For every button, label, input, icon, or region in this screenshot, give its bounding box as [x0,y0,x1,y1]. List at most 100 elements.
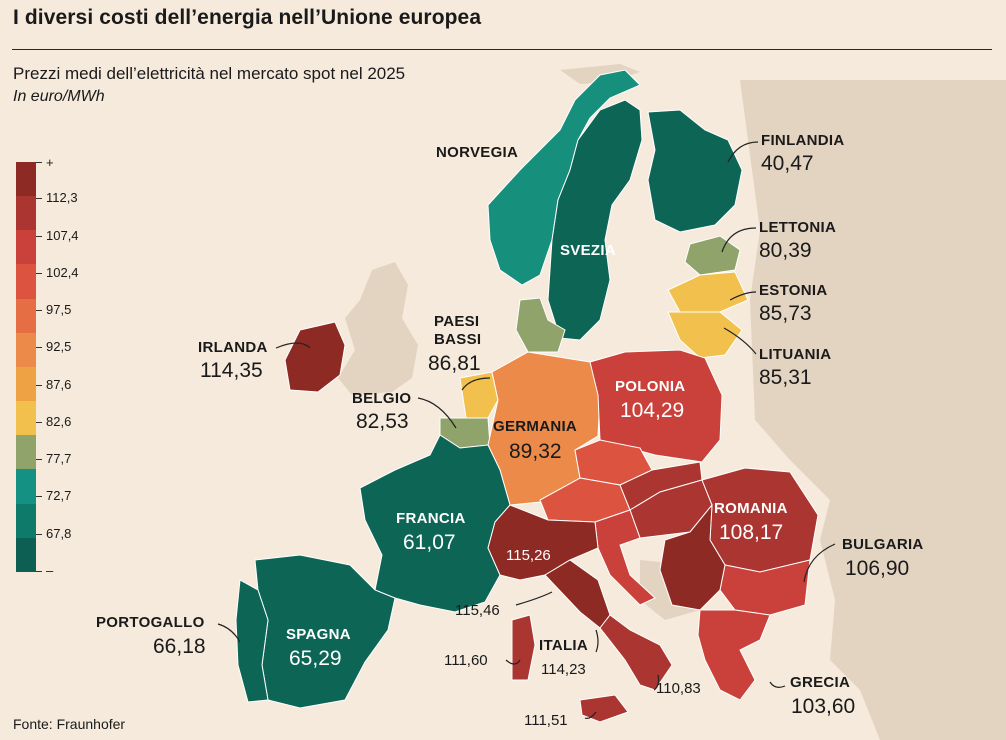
label-svezia: SVEZIA [560,242,616,259]
legend-threshold: 72,7 [46,488,72,503]
legend-tick [36,162,42,163]
leader-estonia [729,291,757,301]
label-lettonia: LETTONIA [759,219,837,236]
value-italia-nord: 115,26 [506,547,551,564]
leader-sud [653,674,660,691]
value-germania: 89,32 [509,440,562,463]
legend-swatch [16,366,36,402]
value-bulgaria: 106,90 [845,557,910,580]
country-svezia [547,99,643,341]
legend-tick [36,422,42,423]
country-italia-centro [544,559,611,629]
country-irlanda [284,321,346,393]
value-finlandia: 40,47 [761,152,814,175]
legend-tick [36,459,42,460]
legend-tick [36,236,42,237]
leader-lettonia [721,227,757,253]
value-sicilia: 111,51 [524,712,568,729]
value-grecia: 103,60 [791,695,856,718]
country-danimarca [515,297,566,353]
country-polonia [589,349,723,463]
legend-swatch [16,469,36,504]
value-estonia: 85,73 [759,302,812,325]
leader-sicilia [584,711,597,719]
land-uk [338,262,418,395]
label-romania: ROMANIA [714,500,788,517]
label-estonia: ESTONIA [759,282,828,299]
leader-bulgaria [803,543,836,583]
value-italia-centro-nord: 115,46 [455,602,500,619]
legend-tick [36,347,42,348]
label-germania: GERMANIA [493,418,578,435]
legend-swatch [16,162,36,197]
legend-tick [36,385,42,386]
country-italia-nord [487,504,599,581]
leader-portogallo [217,623,241,643]
country-sardegna [511,614,536,681]
page-title: I diversi costi dell’energia nell’Unione… [13,6,482,29]
value-romania: 108,17 [719,521,784,544]
value-irlanda: 114,35 [200,359,263,382]
legend-tick [36,310,42,311]
label-norvegia: NORVEGIA [436,144,519,161]
legend-swatch [16,435,36,470]
leader-lituania [723,327,757,355]
subtitle: Prezzi medi dell’elettricità nel mercato… [13,64,406,83]
country-norvegia [487,69,641,286]
leader-grecia [769,681,786,688]
value-spagna: 65,29 [289,647,342,670]
value-lituania: 85,31 [759,366,812,389]
country-lettonia [684,235,741,276]
country-lituania [667,311,743,359]
legend-threshold: 87,6 [46,377,72,392]
value-francia: 61,07 [403,531,456,554]
leader-belgio [417,397,457,429]
legend-tick [36,496,42,497]
value-belgio: 82,53 [356,410,409,433]
legend-swatch [16,503,36,538]
country-grecia [697,609,771,701]
legend-threshold: 92,5 [46,339,72,354]
legend-tick [36,534,42,535]
legend-swatch [16,401,36,436]
leader-sardegna [505,659,521,665]
legend-swatch [16,230,36,265]
value-polonia: 104,29 [620,399,685,422]
label-grecia: GRECIA [790,674,851,691]
value-italia: 114,23 [541,661,586,678]
legend-threshold: 102,4 [46,265,79,280]
label-paesi-bassi-1: PAESI [434,313,480,330]
source-note: Fonte: Fraunhofer [13,716,126,732]
label-portogallo: PORTOGALLO [96,614,205,631]
country-estonia [667,271,749,313]
legend-color-bar [16,162,36,572]
country-serbia [659,503,726,611]
label-italia: ITALIA [539,637,589,654]
value-paesi-bassi: 86,81 [428,352,481,375]
legend-swatch [16,298,36,333]
country-finlandia [647,109,743,233]
country-italia-sud [599,614,673,691]
legend-top-label: + [46,155,54,170]
legend-bottom-label: – [46,563,54,578]
label-paesi-bassi-2: BASSI [434,331,482,348]
title-rule [12,49,992,50]
country-sicilia [579,694,629,723]
country-croazia [594,509,656,606]
legend-swatch [16,196,36,231]
legend-threshold: 77,7 [46,451,72,466]
value-portogallo: 66,18 [153,635,206,658]
legend-threshold: 82,6 [46,414,72,429]
value-sardegna: 111,60 [444,652,488,669]
leader-irlanda [275,342,311,349]
label-lituania: LITUANIA [759,346,832,363]
unit-label: In euro/MWh [13,88,105,105]
legend-tick [36,198,42,199]
legend-swatch [16,264,36,299]
label-irlanda: IRLANDA [198,339,268,356]
label-finlandia: FINLANDIA [761,132,845,149]
label-spagna: SPAGNA [286,626,351,643]
leader-centro-nord [515,591,553,606]
country-portogallo [235,579,269,703]
